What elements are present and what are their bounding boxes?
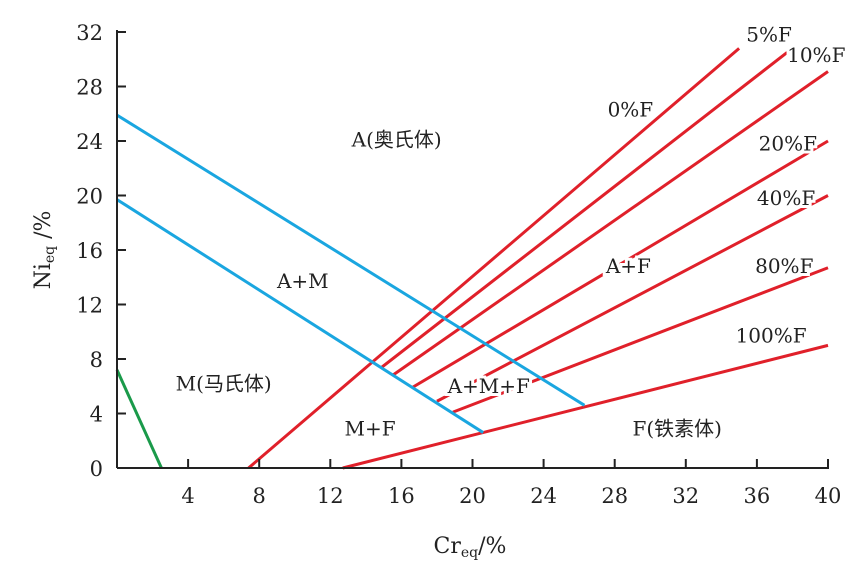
annotation-label: 80%F bbox=[755, 254, 813, 278]
x-tick-label: 40 bbox=[815, 484, 842, 508]
x-tick-label: 36 bbox=[744, 484, 771, 508]
annotation-label: A+F bbox=[605, 254, 651, 278]
region-labels: A(奥氏体)A+MM(马氏体)M+FA+M+FA+FF(铁素体)0%F5%F10… bbox=[173, 20, 849, 444]
annotation-label: M(马氏体) bbox=[176, 371, 272, 395]
x-axis-label: Creq/% bbox=[434, 534, 507, 561]
y-tick-label: 4 bbox=[90, 403, 103, 427]
annotation-label: F(铁素体) bbox=[632, 416, 721, 440]
annotation-label: 5%F bbox=[746, 23, 792, 47]
annotation-label: 10%F bbox=[787, 43, 845, 67]
annotation-label: 40%F bbox=[757, 186, 815, 210]
annotation-label: M+F bbox=[345, 416, 396, 440]
x-tick-label: 8 bbox=[253, 484, 266, 508]
boundary-line-7 bbox=[116, 113, 586, 407]
x-tick-label: 4 bbox=[181, 484, 194, 508]
x-tick-label: 24 bbox=[530, 484, 557, 508]
y-tick-label: 12 bbox=[76, 294, 103, 318]
y-tick-label: 16 bbox=[76, 239, 103, 263]
annotation-label: A+M+F bbox=[447, 374, 530, 398]
x-tick-label: 20 bbox=[459, 484, 486, 508]
annotation-label: 20%F bbox=[759, 132, 817, 156]
x-tick-label: 16 bbox=[388, 484, 415, 508]
x-tick-label: 28 bbox=[601, 484, 628, 508]
y-tick-label: 32 bbox=[76, 21, 103, 45]
plot-lines bbox=[115, 47, 829, 470]
y-axis-label: Nieq /% bbox=[31, 211, 58, 290]
ferrite-line-5pctF bbox=[380, 51, 789, 369]
y-ticks: 0 4 8 12 16 20 24 28 32 bbox=[76, 21, 126, 481]
y-tick-label: 0 bbox=[90, 457, 103, 481]
ferrite-line-0pctF bbox=[247, 47, 741, 470]
y-tick-label: 20 bbox=[76, 185, 103, 209]
ferrite-line-40pctF bbox=[436, 194, 829, 403]
boundary-line-9 bbox=[115, 369, 163, 469]
ferrite-line-10pctF bbox=[391, 70, 829, 377]
x-ticks: 4 8 12 16 20 24 28 32 36 40 bbox=[181, 459, 841, 508]
ferrite-line-20pctF bbox=[411, 139, 829, 389]
x-tick-label: 12 bbox=[317, 484, 344, 508]
y-tick-label: 24 bbox=[76, 130, 103, 154]
y-tick-label: 28 bbox=[76, 76, 103, 100]
annotation-label: 100%F bbox=[736, 324, 807, 348]
x-tick-label: 32 bbox=[672, 484, 699, 508]
ferrite-line-80pctF bbox=[452, 266, 829, 414]
y-tick-label: 8 bbox=[90, 348, 103, 372]
annotation-label: A+M bbox=[276, 269, 329, 293]
annotation-label: A(奥氏体) bbox=[351, 127, 442, 151]
ferrite-line-100pctF bbox=[342, 343, 829, 470]
boundary-line-8 bbox=[116, 198, 484, 434]
annotation-label: 0%F bbox=[608, 97, 654, 121]
